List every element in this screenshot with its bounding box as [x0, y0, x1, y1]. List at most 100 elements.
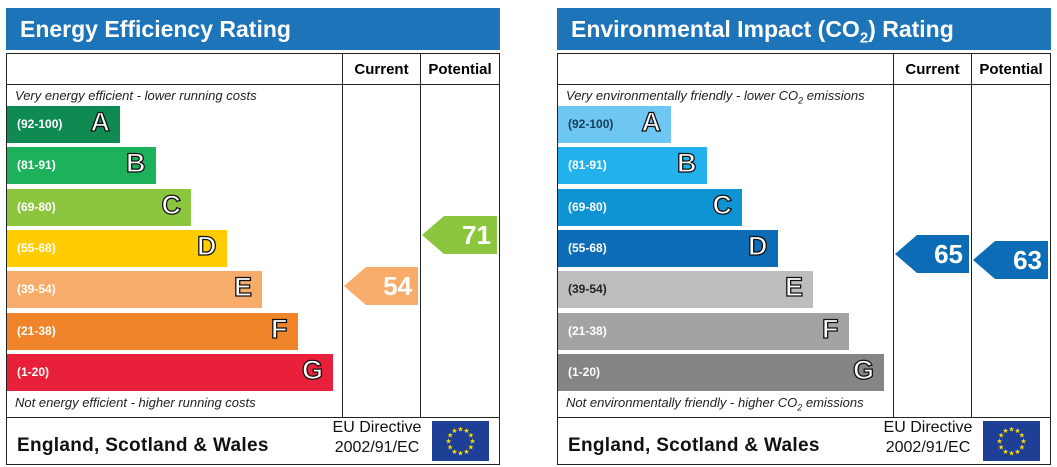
band-range-label: (39-54) — [568, 282, 607, 297]
rating-band-c: (69-80) C — [7, 188, 191, 226]
top-note: Very environmentally friendly - lower CO… — [566, 88, 865, 106]
band-letter: B — [125, 148, 146, 179]
rating-band-b: (81-91) B — [7, 147, 156, 185]
current-rating-value: 65 — [934, 238, 963, 269]
band-range-label: (55-68) — [568, 240, 607, 255]
eu-directive-line1: EU Directive — [883, 419, 973, 436]
title-bar: Environmental Impact (CO2) Rating — [557, 8, 1051, 50]
rating-band-b: (81-91) B — [558, 147, 707, 185]
band-letter: F — [270, 313, 288, 344]
rating-band-d: (55-68) D — [7, 229, 227, 267]
band-letter: F — [821, 313, 839, 344]
eu-star-icon: ★ — [451, 448, 457, 456]
divider — [342, 54, 343, 417]
chart-frame: Current Potential Very environmentally f… — [557, 53, 1051, 465]
current-rating-arrow: 65 — [895, 234, 969, 273]
eu-star-icon: ★ — [1019, 444, 1025, 452]
eu-star-icon: ★ — [1014, 448, 1020, 456]
title-subscript: 2 — [859, 29, 869, 47]
band-letter: D — [196, 230, 217, 261]
eu-star-icon: ★ — [998, 432, 1004, 440]
band-letter: E — [784, 272, 803, 303]
band-range-label: (69-80) — [17, 199, 56, 214]
eu-star-icon: ★ — [1002, 427, 1008, 435]
rating-band-a: (92-100) A — [558, 106, 671, 143]
title-bar: Energy Efficiency Rating — [6, 8, 500, 50]
band-letter: C — [712, 189, 733, 220]
note-part: emissions — [803, 88, 865, 103]
eu-star-icon: ★ — [1008, 450, 1014, 458]
band-letter: E — [233, 272, 252, 303]
band-range-label: (69-80) — [568, 199, 607, 214]
band-letter: D — [747, 230, 768, 261]
band-letter: C — [161, 189, 182, 220]
current-rating-arrow: 54 — [344, 267, 418, 306]
eu-star-icon: ★ — [1019, 432, 1025, 440]
chart-frame: Current Potential Very energy efficient … — [6, 53, 500, 465]
band-letter: G — [852, 354, 874, 385]
rating-band-e: (39-54) E — [7, 271, 262, 309]
eu-star-icon: ★ — [998, 444, 1004, 452]
note-subscript: 2 — [797, 402, 803, 413]
eu-star-icon: ★ — [463, 427, 469, 435]
eu-star-icon: ★ — [468, 444, 474, 452]
eu-directive-line2: 2002/91/EC — [334, 439, 420, 456]
column-header-potential: Potential — [428, 61, 492, 78]
rating-band-f: (21-38) F — [558, 312, 849, 350]
column-header-current: Current — [905, 61, 960, 78]
eu-star-icon: ★ — [445, 438, 451, 446]
note-subscript: 2 — [798, 95, 804, 106]
eu-star-icon: ★ — [457, 426, 463, 434]
column-header-current: Current — [354, 61, 409, 78]
eu-star-icon: ★ — [1008, 426, 1014, 434]
divider — [558, 84, 1050, 85]
band-letter: A — [641, 106, 662, 137]
eu-directive-line2: 2002/91/EC — [885, 439, 971, 456]
current-rating-value: 54 — [383, 271, 412, 302]
eu-star-icon: ★ — [463, 448, 469, 456]
rating-band-e: (39-54) E — [558, 271, 813, 309]
potential-rating-arrow: 71 — [422, 215, 497, 254]
divider — [7, 417, 499, 418]
eu-star-icon: ★ — [447, 432, 453, 440]
band-range-label: (92-100) — [568, 117, 614, 131]
note-part: emissions — [802, 395, 864, 410]
divider — [893, 54, 894, 417]
title-part: Environmental Impact (CO — [571, 16, 860, 42]
band-range-label: (39-54) — [17, 282, 56, 297]
eu-directive-line1: EU Directive — [332, 419, 422, 436]
eu-flag-icon: ★ ★ ★ ★ ★ ★ ★ ★ ★ ★ ★ ★ — [983, 421, 1040, 461]
eu-star-icon: ★ — [1020, 438, 1026, 446]
note-part: Very environmentally friendly - lower CO — [566, 88, 799, 103]
rating-band-g: (1-20) G — [7, 353, 333, 391]
band-range-label: (1-20) — [568, 364, 601, 379]
band-range-label: (92-100) — [17, 117, 63, 131]
eu-star-icon: ★ — [468, 432, 474, 440]
band-range-label: (81-91) — [17, 158, 56, 173]
eu-star-icon: ★ — [469, 438, 475, 446]
divider — [971, 54, 972, 417]
rating-band-a: (92-100) A — [7, 106, 120, 143]
potential-rating-value: 63 — [1013, 244, 1042, 275]
environmental-impact-panel: Environmental Impact (CO2) Rating Curren… — [557, 8, 1051, 465]
rating-band-c: (69-80) C — [558, 188, 742, 226]
note-part: Not environmentally friendly - higher CO — [566, 395, 798, 410]
divider — [558, 417, 1050, 418]
footer-country: England, Scotland & Wales — [17, 435, 269, 456]
eu-star-icon: ★ — [457, 450, 463, 458]
band-letter: B — [676, 148, 697, 179]
rating-band-f: (21-38) F — [7, 312, 298, 350]
band-range-label: (21-38) — [17, 323, 56, 338]
eu-star-icon: ★ — [447, 444, 453, 452]
divider — [420, 54, 421, 417]
potential-rating-value: 71 — [462, 219, 491, 250]
band-range-label: (55-68) — [17, 240, 56, 255]
divider — [7, 84, 499, 85]
bottom-note: Not energy efficient - higher running co… — [15, 395, 256, 410]
band-range-label: (21-38) — [568, 323, 607, 338]
top-note: Very energy efficient - lower running co… — [15, 88, 257, 103]
chart-title: Environmental Impact (CO2) Rating — [571, 16, 954, 47]
eu-star-icon: ★ — [1002, 448, 1008, 456]
eu-star-icon: ★ — [996, 438, 1002, 446]
title-part: ) Rating — [868, 16, 954, 42]
